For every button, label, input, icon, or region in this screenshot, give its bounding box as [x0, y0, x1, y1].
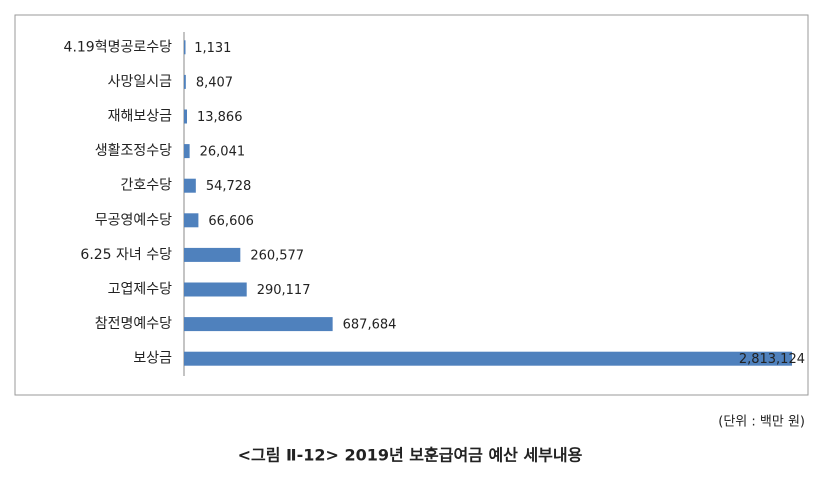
bar: [184, 351, 793, 366]
bar: [184, 247, 241, 262]
bar: [184, 282, 247, 297]
value-label: 260,577: [250, 248, 304, 263]
value-label: 687,684: [343, 318, 397, 333]
value-label: 1,131: [194, 41, 231, 56]
bar: [184, 74, 186, 89]
bar: [184, 40, 186, 55]
category-label: 생활조정수당: [95, 143, 172, 159]
bar: [184, 213, 199, 228]
value-label: 290,117: [257, 283, 311, 298]
caption: <그림 Ⅱ-12> 2019년 보훈급여금 예산 세부내용: [238, 446, 583, 465]
category-label: 고엽제수당: [108, 282, 173, 298]
category-label: 재해보상금: [108, 109, 173, 125]
category-label: 보상금: [133, 351, 172, 367]
value-label: 26,041: [200, 145, 246, 160]
bar: [184, 317, 333, 332]
bar: [184, 178, 196, 193]
category-label: 무공영예수당: [95, 212, 172, 228]
value-label: 8,407: [196, 75, 233, 90]
value-label: 54,728: [206, 179, 252, 194]
bar: [184, 109, 187, 124]
category-label: 참전명예수당: [95, 316, 172, 332]
unit-note: (단위 : 백만 원): [718, 415, 805, 430]
category-label: 4.19혁명공로수당: [64, 39, 173, 55]
value-label: 2,813,124: [739, 352, 805, 367]
category-label: 사망일시금: [108, 74, 173, 90]
category-label: 간호수당: [120, 178, 172, 194]
category-label: 6.25 자녀 수당: [80, 247, 172, 263]
chart-frame: [14, 14, 809, 396]
bar: [184, 144, 190, 159]
value-label: 13,866: [197, 110, 243, 125]
value-label: 66,606: [208, 214, 254, 229]
